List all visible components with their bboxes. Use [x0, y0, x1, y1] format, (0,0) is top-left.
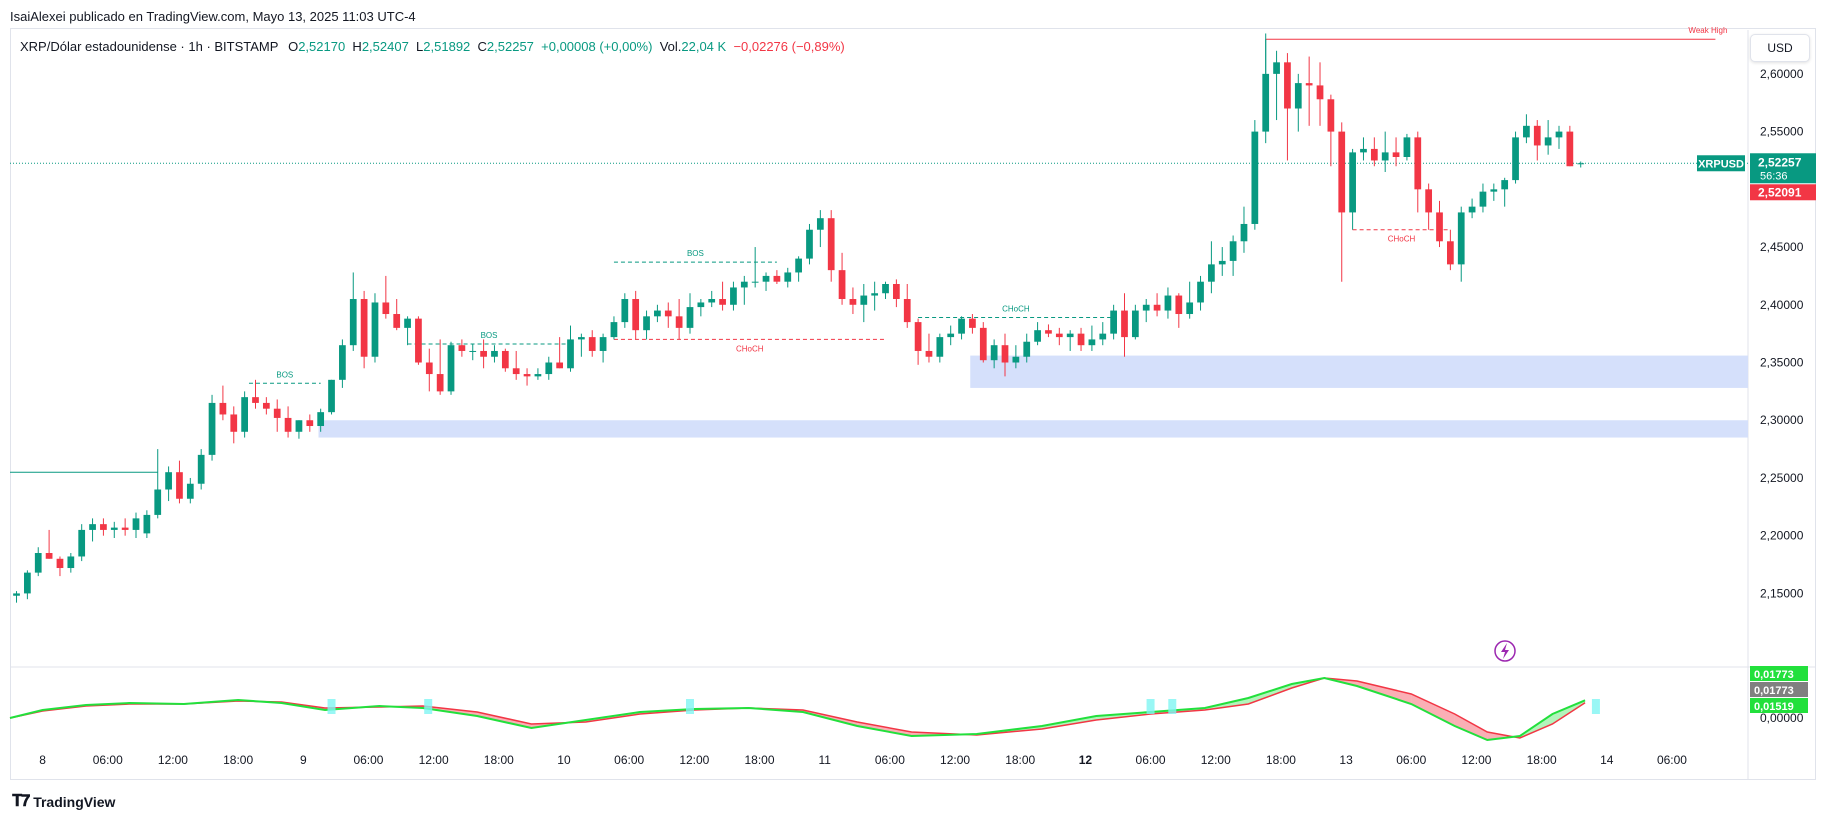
tradingview-mark-icon: 𝐓𝟕 — [12, 793, 30, 810]
high-label: H — [352, 39, 362, 54]
symbol-legend: XRP/Dólar estadounidense · 1h · BITSTAMP… — [20, 39, 845, 54]
volume-label: Vol. — [659, 39, 682, 54]
low-value: 2,51892 — [423, 39, 471, 54]
publisher-line: IsaiAlexei publicado en TradingView.com,… — [10, 9, 416, 24]
open-value: 2,52170 — [298, 39, 346, 54]
currency-button[interactable]: USD — [1750, 34, 1810, 62]
high-value: 2,52407 — [361, 39, 409, 54]
low-label: L — [416, 39, 424, 54]
brand-name: TradingView — [33, 794, 116, 810]
volume-value: 22,04 K — [681, 39, 727, 54]
close-label: C — [477, 39, 487, 54]
volume-change: −0,02276 (−0,89%) — [733, 39, 845, 54]
tradingview-logo[interactable]: 𝐓𝟕 TradingView — [12, 793, 115, 811]
change-value: +0,00008 (+0,00%) — [541, 39, 653, 54]
symbol-title[interactable]: XRP/Dólar estadounidense · 1h · BITSTAMP — [20, 39, 279, 54]
open-label: O — [288, 39, 299, 54]
chart-frame — [10, 28, 1816, 780]
close-value: 2,52257 — [486, 39, 534, 54]
